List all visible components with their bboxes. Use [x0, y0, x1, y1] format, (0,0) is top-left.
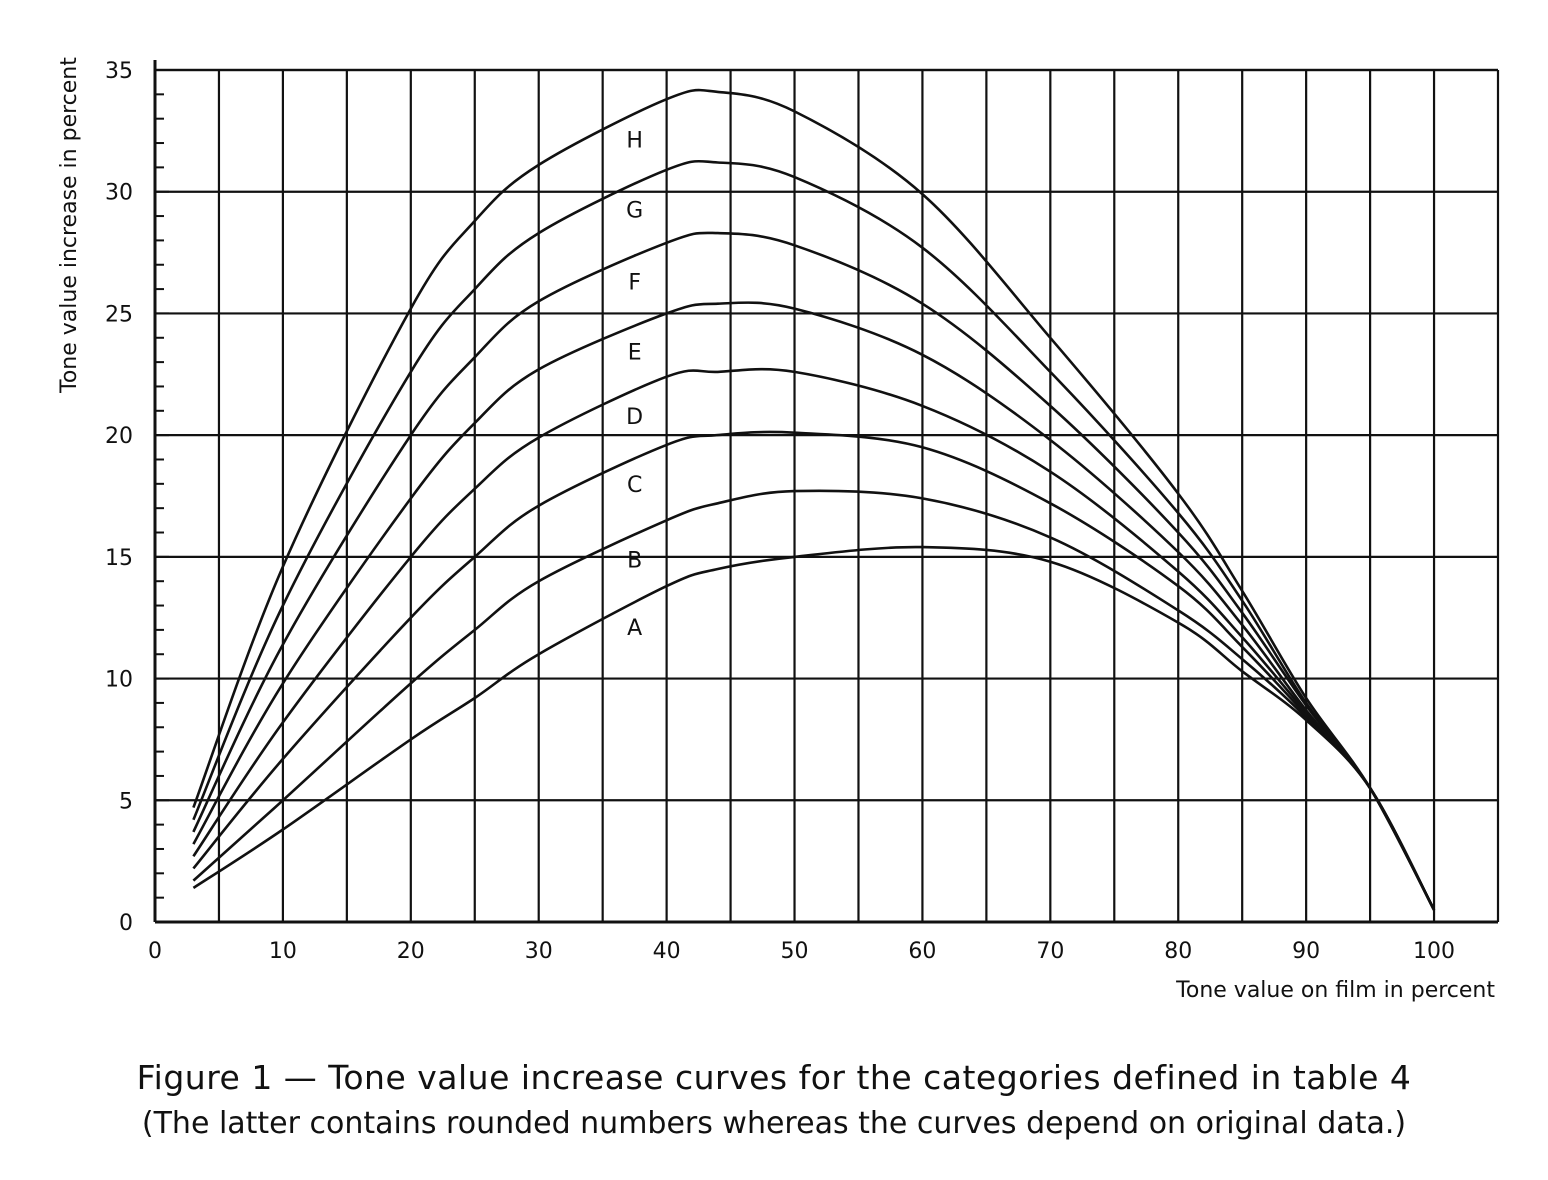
axes: 0 10 20 30 40 50 60 70 80 90 100 0 5 10 15 20 25 30 35	[105, 59, 1498, 964]
x-tick-label: 100	[1413, 939, 1455, 964]
series-line-b	[192, 489, 1436, 911]
series-line-h	[192, 88, 1436, 911]
x-tick-label: 90	[1292, 939, 1320, 964]
x-tick-label: 30	[525, 939, 553, 964]
series-label-f: F	[628, 270, 641, 295]
series-line-g	[192, 159, 1436, 911]
x-axis-title: Tone value on film in percent	[1175, 978, 1495, 1003]
series-lines	[192, 88, 1436, 911]
y-tick-label: 5	[119, 789, 133, 814]
y-tick-label: 15	[105, 546, 133, 571]
series-label-a: A	[627, 616, 642, 641]
x-tick-label: 20	[397, 939, 425, 964]
y-tick-label: 0	[119, 911, 133, 936]
x-tick-label: 70	[1036, 939, 1064, 964]
grid	[155, 68, 1500, 922]
series-labels: A B C D E F G H	[626, 129, 643, 641]
y-tick-label: 35	[105, 59, 133, 84]
series-label-c: C	[627, 473, 642, 498]
series-line-c	[192, 430, 1436, 911]
series-label-e: E	[628, 340, 642, 365]
series-label-h: H	[626, 129, 643, 154]
series-line-f	[192, 231, 1436, 911]
y-axis-title: Tone value increase in percent	[57, 57, 82, 394]
series-line-a	[192, 545, 1436, 911]
x-tick-label: 60	[908, 939, 936, 964]
figure-caption: Figure 1 — Tone value increase curves fo…	[136, 1058, 1412, 1097]
y-tick-label: 10	[105, 668, 133, 693]
x-tick-label: 0	[148, 939, 162, 964]
figure-caption-note: (The latter contains rounded numbers whe…	[141, 1106, 1407, 1141]
x-tick-label: 50	[781, 939, 809, 964]
series-line-e	[192, 301, 1436, 911]
series-label-d: D	[626, 405, 643, 430]
x-tick-label: 40	[653, 939, 681, 964]
y-tick-label: 30	[105, 181, 133, 206]
tone-value-chart: 0 10 20 30 40 50 60 70 80 90 100 0 5 10 15 20 25 30 35 A B C…	[57, 57, 1500, 1003]
y-tick-label: 20	[105, 424, 133, 449]
series-label-g: G	[626, 199, 643, 224]
series-line-d	[192, 367, 1436, 911]
x-tick-label: 80	[1164, 939, 1192, 964]
x-tick-label: 10	[269, 939, 297, 964]
series-label-b: B	[627, 549, 642, 574]
y-tick-label: 25	[105, 302, 133, 327]
